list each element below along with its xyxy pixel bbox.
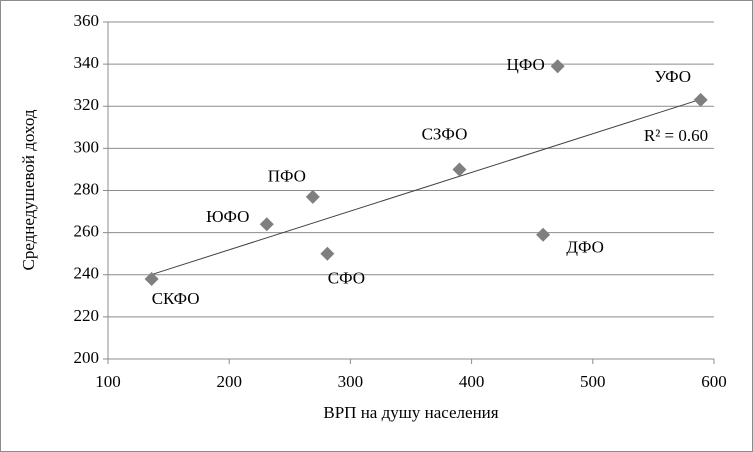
y-tick-label: 260 <box>74 222 100 241</box>
x-tick-label: 400 <box>459 372 485 391</box>
x-tick-label: 100 <box>95 372 121 391</box>
y-tick-label: 340 <box>74 53 100 72</box>
point-label: СЗФО <box>422 124 468 143</box>
point-label: ДФО <box>566 238 604 257</box>
point-label: СФО <box>328 269 365 288</box>
r-squared: R² = 0.60 <box>644 126 708 145</box>
point-label: УФО <box>654 67 691 86</box>
point <box>305 189 320 204</box>
point-label: ПФО <box>268 167 306 186</box>
point <box>550 59 565 74</box>
point <box>259 217 274 232</box>
y-tick-label: 300 <box>74 137 100 156</box>
y-tick-label: 320 <box>74 95 100 114</box>
y-tick-label: 200 <box>74 348 100 367</box>
x-axis-label: ВРП на душу населения <box>323 403 498 422</box>
y-tick-label: 280 <box>74 179 100 198</box>
x-tick-label: 600 <box>701 372 727 391</box>
point <box>144 271 159 286</box>
trendline <box>151 98 701 276</box>
x-tick-label: 300 <box>338 372 364 391</box>
point-label: ЮФО <box>206 207 249 226</box>
y-tick-label: 240 <box>74 264 100 283</box>
point <box>693 92 708 107</box>
x-tick-label: 200 <box>216 372 242 391</box>
y-axis-label: Среднедушевой доход <box>19 109 38 270</box>
point-label: СКФО <box>152 289 200 308</box>
x-tick-label: 500 <box>580 372 606 391</box>
y-tick-label: 360 <box>74 11 100 30</box>
y-tick-label: 220 <box>74 306 100 325</box>
point <box>452 162 467 177</box>
point-label: ЦФО <box>507 55 545 74</box>
point <box>320 246 335 261</box>
point <box>536 227 551 242</box>
